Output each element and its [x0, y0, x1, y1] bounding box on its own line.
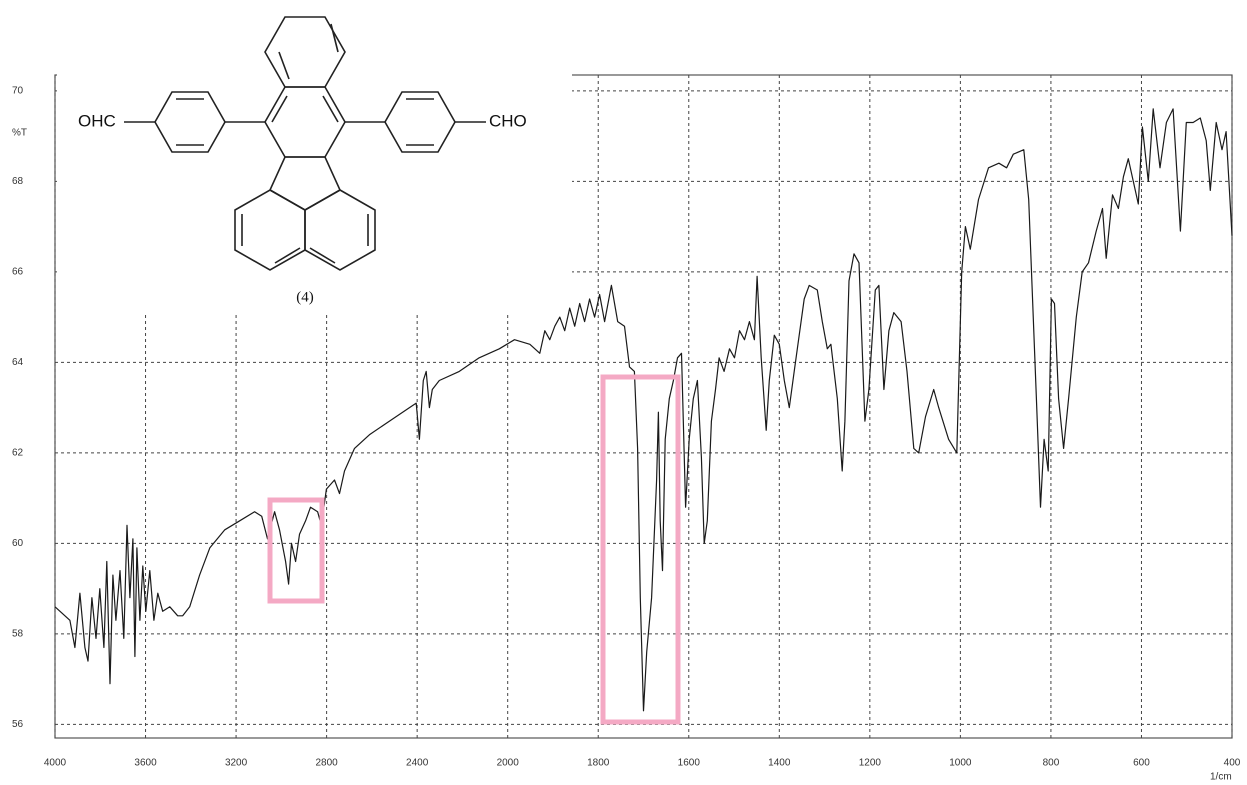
y-tick-label: 60	[12, 538, 24, 549]
bond	[274, 247, 301, 264]
bond	[271, 95, 288, 123]
ring	[304, 189, 376, 271]
x-tick-label: 1600	[678, 758, 701, 769]
x-tick-label: 2800	[315, 758, 338, 769]
x-tick-label: 2400	[406, 758, 429, 769]
x-tick-label: 600	[1133, 758, 1150, 769]
spectrum-line	[54, 108, 1233, 712]
x-tick-label: 1800	[587, 758, 610, 769]
y-tick-label: 66	[12, 267, 24, 278]
y-tick-label: 56	[12, 719, 24, 730]
y-tick-label: 58	[12, 629, 24, 640]
x-tick-label: 800	[1043, 758, 1060, 769]
x-tick-label: 1000	[949, 758, 972, 769]
x-tick-label: 1400	[768, 758, 791, 769]
y-tick-label: 62	[12, 448, 24, 459]
x-tick-label: 3200	[225, 758, 248, 769]
group-label: OHC	[78, 111, 116, 130]
highlight-box	[600, 374, 681, 725]
line-layer	[54, 108, 1233, 712]
x-tick-label: 3600	[134, 758, 157, 769]
y-tick-label: 70	[12, 85, 24, 96]
y-axis-label: %T	[12, 128, 27, 139]
x-tick-label: 1200	[859, 758, 882, 769]
x-axis-label: 1/cm	[1210, 772, 1232, 783]
y-tick-label: 68	[12, 176, 24, 187]
bond	[330, 23, 339, 53]
bond	[309, 247, 336, 264]
structure-background	[57, 0, 572, 312]
group-label: CHO	[489, 111, 527, 130]
compound-label: (4)	[296, 289, 314, 305]
highlight-box	[267, 497, 325, 604]
bond	[278, 51, 290, 80]
x-tick-label: 400	[1224, 758, 1241, 769]
molecule	[124, 16, 486, 271]
x-tick-label: 4000	[44, 758, 67, 769]
bond	[322, 95, 339, 123]
x-tick-label: 2000	[497, 758, 520, 769]
y-tick-label: 64	[12, 357, 24, 368]
